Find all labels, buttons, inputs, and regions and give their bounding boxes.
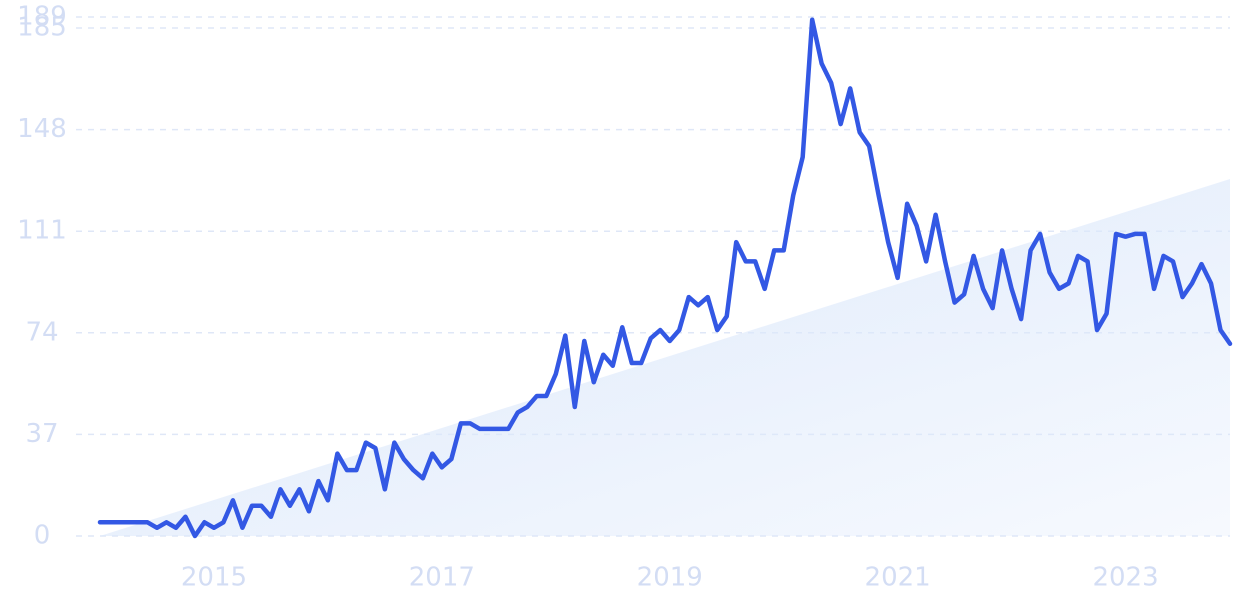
x-tick-label: 2015 [181,563,247,593]
x-tick-label: 2023 [1092,563,1158,593]
y-tick-label: 189 [17,2,67,32]
line [97,17,1233,539]
trend-area [100,179,1230,536]
y-tick-label: 111 [17,216,67,246]
x-tick-label: 2017 [409,563,475,593]
x-tick-label: 2019 [637,563,703,593]
y-tick-label: 74 [25,317,58,347]
x-tick-label: 2021 [865,563,931,593]
y-tick-label: 0 [34,521,51,551]
y-tick-label: 185 [17,12,67,42]
y-tick-label: 148 [17,114,67,144]
y-tick-label: 37 [25,419,58,449]
